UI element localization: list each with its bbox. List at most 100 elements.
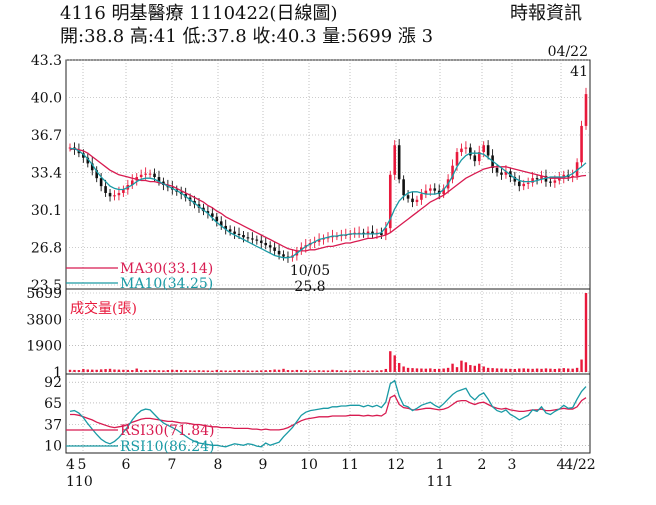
volume-bar <box>518 368 521 372</box>
volume-bar <box>482 366 485 372</box>
volume-bar <box>162 370 165 372</box>
candle-body <box>104 186 107 193</box>
volume-bar <box>188 370 192 372</box>
volume-bar <box>491 368 494 372</box>
volume-bar <box>495 368 499 372</box>
candle-body <box>531 178 534 183</box>
volume-bar <box>397 362 401 372</box>
volume-tick-label: 1900 <box>26 339 62 355</box>
chart-title: 4116 明基醫療 1110422(日線圖) <box>60 3 338 24</box>
candle-body <box>99 178 103 187</box>
volume-bar <box>215 369 218 372</box>
candle-body <box>384 228 388 235</box>
candle-body <box>420 194 423 200</box>
volume-bar <box>544 368 548 372</box>
volume-bar <box>175 369 178 372</box>
volume-bar <box>135 368 138 372</box>
volume-bar <box>535 368 539 372</box>
candle-body <box>442 188 445 195</box>
volume-bar <box>509 368 512 372</box>
volume-bar <box>322 370 325 372</box>
candle-body <box>144 173 147 175</box>
candle-body <box>424 190 428 195</box>
volume-bar <box>558 368 561 372</box>
candle-body <box>117 192 121 196</box>
volume-bar <box>500 368 503 372</box>
volume-bar <box>131 370 134 372</box>
candle-body <box>113 195 116 197</box>
candle-body <box>90 163 94 171</box>
volume-bar <box>513 368 517 372</box>
rsi-tick-label: 92 <box>44 375 62 391</box>
volume-bar <box>309 370 312 372</box>
candle-body <box>139 174 143 178</box>
candle-body <box>282 254 285 257</box>
candle-body <box>153 173 156 178</box>
x-tick-label: 6 <box>122 457 131 473</box>
candle-body <box>246 237 250 239</box>
candle-body <box>455 152 459 166</box>
x-tick-label: 8 <box>214 457 223 473</box>
volume-label: 成交量(張) <box>70 300 137 317</box>
volume-bar <box>522 368 525 372</box>
volume-bar <box>206 370 210 372</box>
volume-bar <box>553 368 557 372</box>
volume-bar <box>349 370 352 372</box>
volume-bar <box>86 369 89 372</box>
volume-bar <box>237 370 241 372</box>
volume-bar <box>282 368 285 372</box>
volume-bar <box>433 368 436 372</box>
candle-body <box>486 145 490 156</box>
x-tick-label: 4 <box>557 457 566 473</box>
volume-bar <box>73 369 76 372</box>
volume-bar <box>211 370 214 372</box>
volume-bar <box>233 370 236 372</box>
year-label: 111 <box>427 474 454 490</box>
volume-tick-label: 3800 <box>26 312 62 328</box>
volume-bar <box>442 368 445 372</box>
price-tick-label: 36.7 <box>31 128 62 144</box>
x-tick-label: 7 <box>168 457 177 473</box>
chart-frame <box>65 59 591 454</box>
volume-bar <box>126 369 130 372</box>
candle-body <box>411 198 414 203</box>
volume-bar <box>242 370 245 372</box>
volume-bar <box>340 370 343 372</box>
volume-bar <box>429 368 432 372</box>
volume-bar <box>371 370 374 372</box>
volume-bar <box>157 370 161 372</box>
volume-bar <box>77 370 81 372</box>
candle-body <box>469 147 472 156</box>
volume-bar <box>171 369 174 372</box>
volume-bar <box>108 368 112 372</box>
volume-bar <box>99 369 103 372</box>
candle-body <box>237 233 241 235</box>
volume-tick-label: 1 <box>53 365 62 381</box>
candle-body <box>535 178 539 180</box>
quote-line: 開:38.8 高:41 低:37.8 收:40.3 量:5699 漲 3 <box>60 26 434 47</box>
volume-bar <box>264 370 267 372</box>
candle-body <box>233 231 236 234</box>
volume-bar <box>193 370 196 372</box>
volume-bar <box>144 370 147 372</box>
volume-bar <box>95 369 98 372</box>
candle-body <box>388 174 392 229</box>
x-tick-label: 5 <box>78 457 87 473</box>
volume-bar <box>411 368 414 372</box>
volume-bar <box>180 370 183 372</box>
candle-body <box>211 213 214 217</box>
volume-bar <box>571 368 574 372</box>
volume-bar <box>567 368 570 372</box>
ma10-line <box>70 147 587 259</box>
volume-bar <box>464 362 468 372</box>
x-tick-label: 12 <box>387 457 405 473</box>
volume-bar <box>540 368 543 372</box>
x-tick-label: 3 <box>508 457 517 473</box>
rsi-tick-label: 37 <box>44 418 62 434</box>
volume-tick-label: 5699 <box>26 286 62 302</box>
volume-bar <box>406 367 410 372</box>
candle-body <box>575 162 579 176</box>
volume-bar <box>424 368 428 372</box>
volume-bar <box>415 368 419 372</box>
